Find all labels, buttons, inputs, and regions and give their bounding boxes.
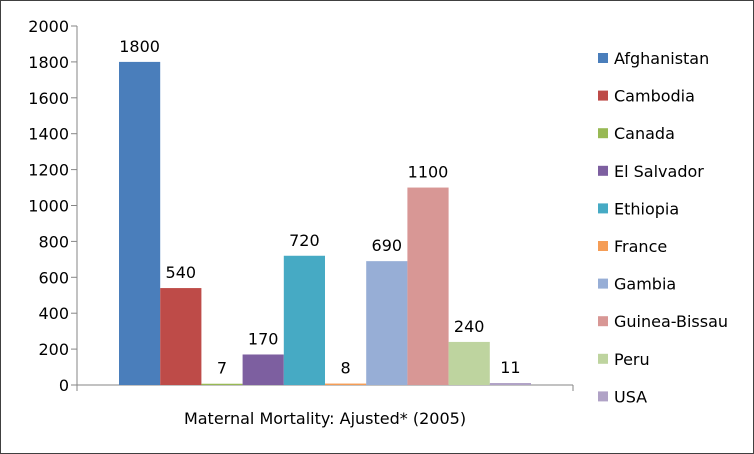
- y-tick-label: 1000: [28, 197, 69, 216]
- legend-swatch-canada: [598, 128, 608, 139]
- bars: [119, 61, 531, 386]
- legend-label-usa: USA: [614, 387, 647, 406]
- x-axis-title: Maternal Mortality: Ajusted* (2005): [184, 409, 466, 428]
- bar-afghanistan: [119, 61, 161, 386]
- legend-swatch-guinea-bissau: [598, 316, 608, 327]
- data-label-ethiopia: 720: [289, 231, 320, 250]
- legend-label-gambia: Gambia: [614, 275, 676, 294]
- y-tick-label: 1400: [28, 125, 69, 144]
- bar-peru: [448, 341, 490, 385]
- bar-canada: [201, 383, 243, 385]
- data-label-gambia: 690: [372, 236, 403, 255]
- bar-gambia: [366, 261, 408, 385]
- legend-swatch-afghanistan: [598, 53, 608, 63]
- y-tick-label: 1200: [28, 161, 69, 180]
- y-tick-label: 1600: [28, 89, 69, 108]
- bar-el-salvador: [242, 354, 284, 385]
- legend-label-france: France: [614, 237, 667, 256]
- legend-swatch-usa: [598, 391, 608, 402]
- legend-label-el-salvador: El Salvador: [614, 162, 704, 181]
- data-label-france: 8: [341, 359, 351, 378]
- data-label-usa: 11: [500, 358, 520, 377]
- y-tick-label: 400: [38, 304, 69, 323]
- y-tick-label: 2000: [28, 17, 69, 36]
- legend-label-guinea-bissau: Guinea-Bissau: [614, 312, 728, 331]
- legend-label-afghanistan: Afghanistan: [614, 49, 709, 68]
- y-tick-label: 0: [59, 376, 69, 395]
- axes: 0 200 400 600 800 1000 1200 1400 1600 1800 2000: [28, 17, 574, 395]
- legend-swatch-ethiopia: [598, 203, 608, 214]
- legend-swatch-el-salvador: [598, 165, 608, 176]
- y-tick-label: 600: [38, 268, 69, 287]
- data-label-el-salvador: 170: [248, 329, 279, 348]
- bar-guinea-bissau: [407, 187, 449, 385]
- bar-france: [325, 383, 367, 385]
- data-labels: 1800 540 7 170 720 8 690 1100 240 11: [119, 37, 520, 378]
- data-label-afghanistan: 1800: [119, 37, 160, 56]
- legend-swatch-gambia: [598, 278, 608, 289]
- legend-swatch-cambodia: [598, 90, 608, 101]
- bar-usa: [489, 383, 531, 385]
- legend-label-ethiopia: Ethiopia: [614, 199, 679, 218]
- bar-ethiopia: [283, 255, 325, 385]
- y-tick-label: 200: [38, 340, 69, 359]
- data-label-cambodia: 540: [166, 263, 197, 282]
- data-label-peru: 240: [454, 317, 485, 336]
- legend-label-canada: Canada: [614, 124, 675, 143]
- legend-swatch-france: [598, 241, 608, 251]
- legend-label-peru: Peru: [614, 350, 650, 369]
- legend-swatch-peru: [598, 353, 608, 364]
- data-label-canada: 7: [217, 359, 227, 378]
- legend: Afghanistan Cambodia Canada El Salvador Ethi…: [598, 49, 728, 406]
- y-tick-label: 800: [38, 232, 69, 251]
- data-label-guinea-bissau: 1100: [408, 163, 449, 182]
- bar-cambodia: [160, 288, 202, 385]
- legend-label-cambodia: Cambodia: [614, 87, 695, 106]
- y-tick-label: 1800: [28, 53, 69, 72]
